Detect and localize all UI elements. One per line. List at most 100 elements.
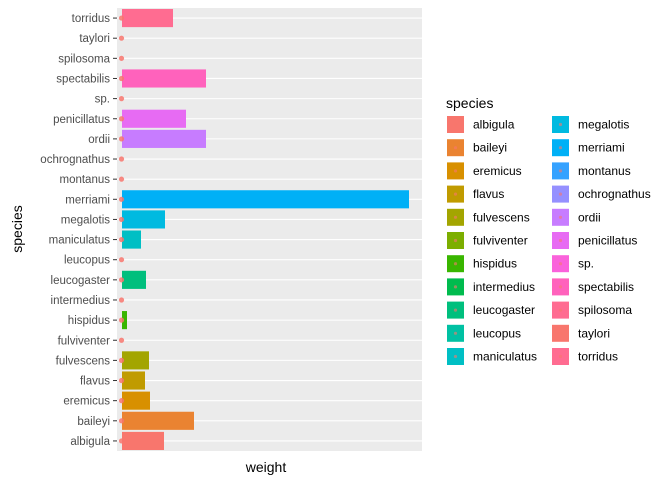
point-leucogaster <box>118 277 125 283</box>
legend-key-dot <box>558 169 563 173</box>
legend-key-dot <box>558 308 563 312</box>
y-tick-label: montanus <box>59 174 110 186</box>
bar-eremicus <box>122 391 150 410</box>
y-axis-title: species <box>9 205 25 252</box>
bar-spectabilis <box>122 69 206 88</box>
legend-label-montanus: montanus <box>578 164 631 178</box>
legend-label-albigula: albigula <box>473 118 515 132</box>
point-intermedius <box>118 297 125 303</box>
legend-key-dot <box>558 285 563 289</box>
y-tick-label: sp. <box>95 94 110 106</box>
y-tick-label: penicillatus <box>53 114 110 126</box>
y-tick-label: eremicus <box>63 396 110 408</box>
point-flavus <box>118 377 125 384</box>
legend-label-leucopus: leucopus <box>473 326 521 340</box>
legend-label-sp.: sp. <box>578 257 594 271</box>
point-maniculatus <box>118 236 125 243</box>
point-leucopus <box>118 257 125 263</box>
point-ordii <box>118 136 125 142</box>
legend-label-merriami: merriami <box>578 141 625 155</box>
legend-label-penicillatus: penicillatus <box>578 234 637 248</box>
legend-key-dot <box>558 215 563 219</box>
y-tick-label: ochrognathus <box>40 154 110 166</box>
bar-baileyi <box>122 411 194 430</box>
point-torridus <box>118 15 125 21</box>
y-tick-label: albigula <box>70 436 110 448</box>
grid-lines <box>117 17 422 442</box>
point-fulviventer <box>118 337 125 343</box>
bar-flavus <box>122 371 145 390</box>
legend-label-ordii: ordii <box>578 210 601 224</box>
legend-key-dot <box>558 122 563 127</box>
legend-label-eremicus: eremicus <box>473 164 522 178</box>
legend-key-dot <box>453 192 458 196</box>
y-tick-label: baileyi <box>77 416 110 428</box>
legend-label-hispidus: hispidus <box>473 257 517 271</box>
legend-key-dot <box>453 215 458 219</box>
legend-label-flavus: flavus <box>473 187 504 201</box>
y-tick-label: merriami <box>65 194 110 206</box>
y-tick-label: leucopus <box>64 255 110 267</box>
legend-label-taylori: taylori <box>578 326 610 340</box>
y-tick-label: spectabilis <box>56 73 110 85</box>
legend-label-megalotis: megalotis <box>578 118 629 132</box>
point-merriami <box>118 196 125 202</box>
legend-key-dot <box>453 262 458 266</box>
point-spectabilis <box>118 75 125 82</box>
legend-key-dot <box>558 331 563 335</box>
legend-label-fulviventer: fulviventer <box>473 234 528 248</box>
bar-hispidus <box>122 311 127 330</box>
y-tick-label: fulvescens <box>56 355 111 367</box>
legend-label-spilosoma: spilosoma <box>578 303 632 317</box>
bar-albigula <box>122 431 164 450</box>
legend-key-dot <box>453 285 458 289</box>
y-tick-label: torridus <box>72 13 111 25</box>
legend-key-dot <box>453 169 458 173</box>
y-tick-label: megalotis <box>61 214 110 226</box>
point-hispidus <box>118 317 125 323</box>
legend-key-dot <box>558 192 563 196</box>
point-spilosoma <box>118 55 125 61</box>
legend-title: species <box>446 95 493 111</box>
y-axis-ticks <box>113 17 117 442</box>
y-tick-label: ordii <box>88 134 110 146</box>
legend-label-leucogaster: leucogaster <box>473 303 535 317</box>
legend-label-spectabilis: spectabilis <box>578 280 634 294</box>
legend-key-dot <box>453 146 458 150</box>
point-ochrognathus <box>118 156 125 162</box>
point-baileyi <box>118 418 125 424</box>
bar-penicillatus <box>122 109 186 128</box>
bar-merriami <box>122 190 409 209</box>
x-axis-title: weight <box>245 459 287 475</box>
bar-leucogaster <box>122 270 146 289</box>
y-axis-tick-labels: albigula baileyi eremicus flavus fulvescens f… <box>40 13 110 448</box>
legend-label-fulvescens: fulvescens <box>473 210 530 224</box>
legend-key-dot <box>558 146 563 150</box>
bar-megalotis <box>122 210 165 229</box>
y-tick-label: fulviventer <box>58 335 111 347</box>
point-montanus <box>118 176 125 182</box>
y-tick-label: leucogaster <box>51 275 111 287</box>
legend-key-dot <box>558 262 563 266</box>
bar-torridus <box>122 9 173 28</box>
legend-key-dot <box>453 308 458 312</box>
point-penicillatus <box>118 116 125 122</box>
legend-key-dot <box>453 331 458 335</box>
legend-key-dot <box>453 238 458 243</box>
point-taylori <box>118 35 125 41</box>
point-eremicus <box>118 398 125 404</box>
bar-fulvescens <box>122 351 149 370</box>
bars <box>118 9 409 450</box>
legend-label-ochrognathus: ochrognathus <box>578 187 651 201</box>
legend-label-intermedius: intermedius <box>473 280 535 294</box>
point-fulvescens <box>118 357 125 363</box>
y-tick-label: hispidus <box>68 315 110 327</box>
point-sp. <box>118 96 125 102</box>
legend-key-dot <box>453 354 458 359</box>
point-albigula <box>118 438 125 444</box>
legend-label-maniculatus: maniculatus <box>473 350 537 364</box>
y-tick-label: maniculatus <box>49 235 111 247</box>
legend-label-baileyi: baileyi <box>473 141 507 155</box>
legend-key-dot <box>453 122 458 127</box>
